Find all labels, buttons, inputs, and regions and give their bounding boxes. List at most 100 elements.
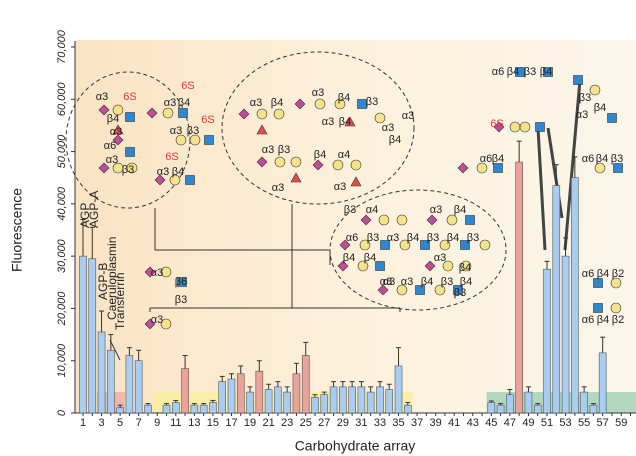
glycan-residue	[112, 134, 124, 146]
x-tick-label: 13	[188, 417, 200, 429]
linkage-label: β6	[175, 276, 187, 288]
x-tick-label: 31	[355, 417, 367, 429]
linkage-label: β4	[407, 232, 419, 244]
glycan-residue	[357, 260, 369, 272]
glycan-residue	[344, 116, 356, 127]
bar-label: AGP-B	[96, 263, 110, 300]
connector	[109, 339, 121, 361]
linkage-label: α3	[380, 276, 392, 288]
arrow	[563, 79, 582, 251]
bar	[209, 402, 217, 414]
x-tick-label: 3	[98, 417, 104, 429]
linkage-label: α3	[312, 87, 324, 99]
glycan-residue	[375, 261, 385, 271]
glycan-residue	[332, 159, 344, 171]
y-tick-label: 20,000	[56, 291, 68, 327]
bar	[348, 386, 356, 414]
x-tick-label: 41	[448, 417, 460, 429]
glycan-residue	[380, 240, 390, 250]
glycan-residue	[112, 104, 124, 116]
glycan-residue	[290, 172, 302, 183]
linkage-label: α6	[480, 153, 492, 165]
linkage-label: α3	[382, 122, 394, 134]
x-tick-label: 23	[281, 417, 293, 429]
glycan-residue	[337, 260, 349, 272]
linkage-label: β4	[364, 252, 376, 264]
bar	[107, 349, 115, 414]
glycan-residue	[177, 277, 187, 287]
glycan-residue	[610, 302, 622, 314]
plot-background	[75, 40, 636, 413]
linkage-label: β3	[187, 125, 199, 137]
linkage-label: β3	[175, 294, 187, 306]
x-tick-label: 15	[207, 417, 219, 429]
glycan-residue	[460, 240, 470, 250]
glycan-residue	[535, 122, 545, 132]
glycan-residue	[424, 260, 436, 272]
glycan-residue	[479, 239, 491, 251]
linkage-label: β4	[172, 166, 184, 178]
glycan-residue	[350, 159, 362, 171]
x-tick-label: 17	[225, 417, 237, 429]
linkage-label: β3	[467, 232, 479, 244]
glycan-residue	[339, 239, 351, 251]
glycan-residue	[154, 174, 166, 186]
glycan-residue	[457, 162, 469, 174]
glycan-residue	[175, 134, 187, 146]
bar	[385, 389, 394, 414]
linkage-label: α6	[492, 66, 504, 78]
glycan-residue	[515, 67, 525, 77]
bar	[218, 381, 226, 414]
bar	[357, 386, 366, 414]
bar	[274, 386, 282, 414]
linkage-label: α6	[582, 153, 594, 165]
y-tick-label: 70,000	[56, 29, 68, 64]
glycan-residue	[453, 285, 463, 295]
linkage-label: β3	[454, 287, 466, 299]
glycan-residue	[377, 284, 389, 296]
linkage-label: α3	[262, 144, 274, 156]
glycan-residue	[476, 162, 488, 174]
bar-label: AGP	[78, 203, 92, 228]
linkage-label: α3	[250, 97, 262, 109]
linkage-label: β4	[338, 92, 350, 104]
linkage-label: α3	[110, 126, 122, 138]
x-tick-label: 37	[411, 417, 423, 429]
x-tick-label: 29	[337, 417, 349, 429]
linkage-label: α3	[434, 252, 446, 264]
connector	[154, 208, 331, 265]
bar	[394, 365, 403, 414]
linkage-label: α3	[383, 276, 395, 288]
glycan-residue	[160, 266, 172, 278]
bar	[162, 404, 171, 414]
bar	[543, 268, 551, 414]
linkage-label: β3	[367, 232, 379, 244]
glycan-residue	[273, 108, 285, 120]
bar-label: AGP-A	[87, 191, 101, 228]
y-tick-label: 10,000	[56, 343, 68, 378]
linkage-label: β3	[611, 153, 623, 165]
glycan-residue	[256, 108, 268, 120]
linkage-label: β4	[540, 66, 552, 78]
linkage-label: β4	[594, 102, 606, 114]
bar	[255, 370, 264, 414]
bar	[144, 404, 152, 414]
linkage-label: β4	[343, 252, 355, 264]
bar-label: Transferrin	[113, 272, 127, 330]
x-tick-label: 7	[136, 417, 142, 429]
bar	[88, 258, 97, 414]
bar	[487, 402, 496, 414]
linkage-label: α4	[338, 149, 350, 161]
x-tick-label: 45	[485, 417, 497, 429]
bar	[292, 373, 301, 414]
glycan-residue	[442, 260, 454, 272]
arrow	[536, 127, 547, 251]
linkage-label: β4	[421, 276, 433, 288]
bar	[515, 161, 523, 414]
x-tick-label: 49	[522, 417, 534, 429]
linkage-label: α3	[164, 97, 176, 109]
linkage-label: α3	[170, 125, 182, 137]
bar	[301, 355, 310, 414]
bar	[227, 378, 236, 414]
bar	[199, 404, 208, 414]
